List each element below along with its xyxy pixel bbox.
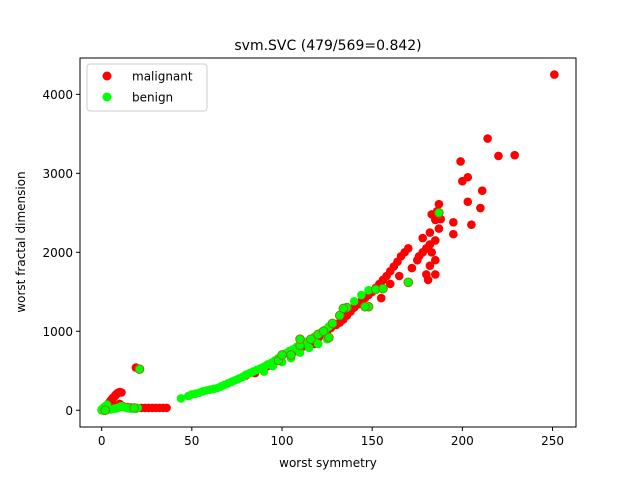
x-axis: 0 50 100 150 200 250	[98, 427, 564, 448]
point-malignant	[117, 388, 126, 397]
point-malignant	[483, 134, 492, 143]
point-malignant	[162, 403, 171, 413]
point-misclassified	[295, 334, 305, 344]
point-malignant	[403, 244, 413, 253]
point-malignant	[431, 255, 440, 265]
point-malignant	[449, 217, 458, 227]
point-malignant	[463, 197, 473, 207]
legend-box	[86, 63, 208, 112]
point-misclassified	[324, 332, 334, 343]
x-tick-label: 0	[98, 434, 106, 448]
y-tick-label: 4000	[42, 88, 73, 102]
point-benign	[313, 339, 323, 349]
point-misclassified	[378, 283, 388, 294]
point-malignant	[434, 199, 444, 209]
point-misclassified	[403, 277, 414, 288]
point-misclassified	[306, 334, 316, 344]
legend: malignant benign	[86, 63, 208, 112]
chart-title: svm.SVC (479/569=0.842)	[234, 38, 421, 54]
x-axis-label: worst symmetry	[279, 456, 377, 470]
point-malignant	[449, 229, 458, 239]
point-misclassified	[318, 326, 329, 337]
point-malignant	[476, 203, 485, 213]
point-malignant	[510, 150, 519, 160]
point-malignant	[431, 270, 440, 279]
point-misclassified	[338, 303, 349, 314]
point-benign	[176, 394, 186, 403]
point-benign	[364, 285, 373, 295]
point-malignant	[467, 220, 476, 229]
x-tick-label: 100	[271, 434, 294, 448]
legend-marker-malignant	[102, 71, 112, 81]
point-malignant	[414, 251, 424, 261]
y-tick-label: 3000	[42, 167, 73, 181]
point-malignant	[423, 275, 433, 285]
point-misclassified	[129, 403, 139, 413]
point-malignant	[376, 293, 386, 303]
point-malignant	[477, 186, 487, 195]
x-tick-label: 200	[451, 434, 474, 448]
point-malignant	[425, 228, 435, 237]
point-benign	[357, 290, 366, 300]
point-malignant	[407, 263, 417, 273]
point-benign	[304, 343, 314, 353]
point-misclassified	[286, 350, 296, 360]
point-malignant	[434, 224, 444, 233]
point-misclassified	[434, 208, 444, 218]
x-tick-label: 150	[361, 434, 384, 448]
point-misclassified	[327, 318, 338, 329]
point-malignant	[394, 271, 404, 281]
point-benign	[295, 348, 305, 357]
plot-frame	[79, 57, 577, 428]
y-axis: 0 1000 2000 3000 4000	[42, 88, 80, 418]
point-benign	[349, 296, 359, 306]
points-layer	[97, 70, 559, 416]
point-misclassified	[277, 350, 287, 360]
y-tick-label: 1000	[42, 325, 73, 339]
y-tick-label: 0	[65, 404, 73, 418]
point-malignant	[463, 172, 473, 182]
point-malignant	[494, 151, 503, 161]
point-malignant	[456, 157, 465, 166]
point-malignant	[550, 70, 559, 79]
x-tick-label: 50	[184, 434, 199, 448]
legend-label-benign: benign	[132, 91, 173, 105]
point-malignant	[385, 279, 395, 289]
point-misclassified	[134, 364, 145, 374]
y-axis-label: worst fractal dimension	[14, 171, 28, 312]
point-misclassified	[100, 405, 111, 416]
point-malignant	[418, 233, 427, 243]
point-benign	[259, 367, 269, 376]
legend-label-malignant: malignant	[132, 70, 193, 84]
point-malignant	[427, 247, 437, 257]
y-tick-label: 2000	[42, 246, 73, 260]
point-malignant	[425, 261, 435, 271]
x-tick-label: 250	[541, 434, 564, 448]
point-malignant	[431, 236, 440, 245]
legend-marker-benign	[102, 92, 112, 102]
point-misclassified	[360, 301, 370, 312]
